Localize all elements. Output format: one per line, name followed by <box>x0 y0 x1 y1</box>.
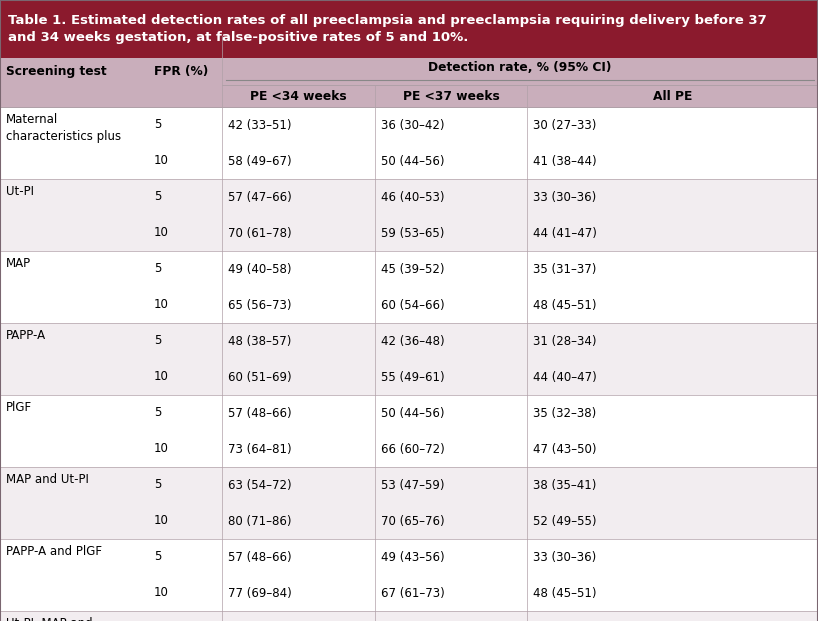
Text: 5: 5 <box>154 191 161 204</box>
Text: 58 (49–67): 58 (49–67) <box>228 155 292 168</box>
Text: Ut-PI: Ut-PI <box>6 185 34 198</box>
Text: 66 (60–72): 66 (60–72) <box>381 443 445 455</box>
Text: 60 (51–69): 60 (51–69) <box>228 371 292 384</box>
Text: 30 (27–33): 30 (27–33) <box>533 119 596 132</box>
Bar <box>0 395 818 467</box>
Text: 33 (30–36): 33 (30–36) <box>533 191 596 204</box>
Text: 46 (40–53): 46 (40–53) <box>381 191 444 204</box>
Text: 48 (45–51): 48 (45–51) <box>533 586 596 599</box>
Bar <box>0 85 818 107</box>
Text: Table 1. Estimated detection rates of all preeclampsia and preeclampsia requirin: Table 1. Estimated detection rates of al… <box>8 14 766 44</box>
Text: 5: 5 <box>154 335 161 348</box>
Text: Screening test: Screening test <box>6 65 106 78</box>
Text: 36 (30–42): 36 (30–42) <box>381 119 444 132</box>
Text: MAP: MAP <box>6 257 31 270</box>
Bar <box>0 58 818 85</box>
Text: 57 (47–66): 57 (47–66) <box>228 191 292 204</box>
Text: 70 (65–76): 70 (65–76) <box>381 515 445 527</box>
Text: 70 (61–78): 70 (61–78) <box>228 227 292 240</box>
Text: All PE: All PE <box>653 89 692 102</box>
Text: 77 (69–84): 77 (69–84) <box>228 586 292 599</box>
Text: Ut-PI, MAP and
PAPP-A: Ut-PI, MAP and PAPP-A <box>6 617 92 621</box>
Text: 63 (54–72): 63 (54–72) <box>228 479 292 491</box>
Text: 47 (43–50): 47 (43–50) <box>533 443 596 455</box>
Text: 45 (39–52): 45 (39–52) <box>381 263 444 276</box>
Text: Detection rate, % (95% CI): Detection rate, % (95% CI) <box>429 61 612 74</box>
Text: 10: 10 <box>154 443 169 455</box>
Text: 50 (44–56): 50 (44–56) <box>381 155 444 168</box>
Text: 52 (49–55): 52 (49–55) <box>533 515 596 527</box>
Text: 42 (33–51): 42 (33–51) <box>228 119 291 132</box>
Text: 41 (38–44): 41 (38–44) <box>533 155 596 168</box>
Text: PAPP-A and PlGF: PAPP-A and PlGF <box>6 545 102 558</box>
Text: 33 (30–36): 33 (30–36) <box>533 550 596 563</box>
Text: 5: 5 <box>154 550 161 563</box>
Bar <box>0 179 818 251</box>
Text: 73 (64–81): 73 (64–81) <box>228 443 292 455</box>
Text: 5: 5 <box>154 263 161 276</box>
Text: PE <37 weeks: PE <37 weeks <box>402 89 499 102</box>
Text: 57 (48–66): 57 (48–66) <box>228 407 292 420</box>
Text: 10: 10 <box>154 299 169 312</box>
Text: 49 (43–56): 49 (43–56) <box>381 550 445 563</box>
Text: 80 (71–86): 80 (71–86) <box>228 515 291 527</box>
Text: PE <34 weeks: PE <34 weeks <box>250 89 347 102</box>
Text: 60 (54–66): 60 (54–66) <box>381 299 445 312</box>
Text: PAPP-A: PAPP-A <box>6 329 46 342</box>
Text: 5: 5 <box>154 407 161 420</box>
Text: PlGF: PlGF <box>6 401 32 414</box>
Text: 10: 10 <box>154 155 169 168</box>
Text: 59 (53–65): 59 (53–65) <box>381 227 444 240</box>
Text: 31 (28–34): 31 (28–34) <box>533 335 596 348</box>
Text: 44 (40–47): 44 (40–47) <box>533 371 597 384</box>
Bar <box>0 467 818 539</box>
Text: 35 (31–37): 35 (31–37) <box>533 263 596 276</box>
Text: 48 (38–57): 48 (38–57) <box>228 335 291 348</box>
Text: 65 (56–73): 65 (56–73) <box>228 299 291 312</box>
Text: 10: 10 <box>154 515 169 527</box>
Text: 5: 5 <box>154 479 161 491</box>
Text: 10: 10 <box>154 371 169 384</box>
Bar <box>0 323 818 395</box>
Text: MAP and Ut-PI: MAP and Ut-PI <box>6 473 89 486</box>
Text: Maternal
characteristics plus: Maternal characteristics plus <box>6 113 121 143</box>
Text: 48 (45–51): 48 (45–51) <box>533 299 596 312</box>
Bar <box>0 107 818 179</box>
Text: 55 (49–61): 55 (49–61) <box>381 371 445 384</box>
Text: 42 (36–48): 42 (36–48) <box>381 335 445 348</box>
Text: 67 (61–73): 67 (61–73) <box>381 586 445 599</box>
Text: 53 (47–59): 53 (47–59) <box>381 479 444 491</box>
Text: 50 (44–56): 50 (44–56) <box>381 407 444 420</box>
Bar <box>0 539 818 611</box>
Text: FPR (%): FPR (%) <box>154 65 209 78</box>
Bar <box>0 0 818 58</box>
Text: 5: 5 <box>154 119 161 132</box>
Text: 35 (32–38): 35 (32–38) <box>533 407 596 420</box>
Text: 49 (40–58): 49 (40–58) <box>228 263 291 276</box>
Text: 57 (48–66): 57 (48–66) <box>228 550 292 563</box>
Text: 44 (41–47): 44 (41–47) <box>533 227 597 240</box>
Text: 38 (35–41): 38 (35–41) <box>533 479 596 491</box>
Text: 10: 10 <box>154 586 169 599</box>
Bar <box>0 611 818 621</box>
Text: 10: 10 <box>154 227 169 240</box>
Bar <box>0 251 818 323</box>
